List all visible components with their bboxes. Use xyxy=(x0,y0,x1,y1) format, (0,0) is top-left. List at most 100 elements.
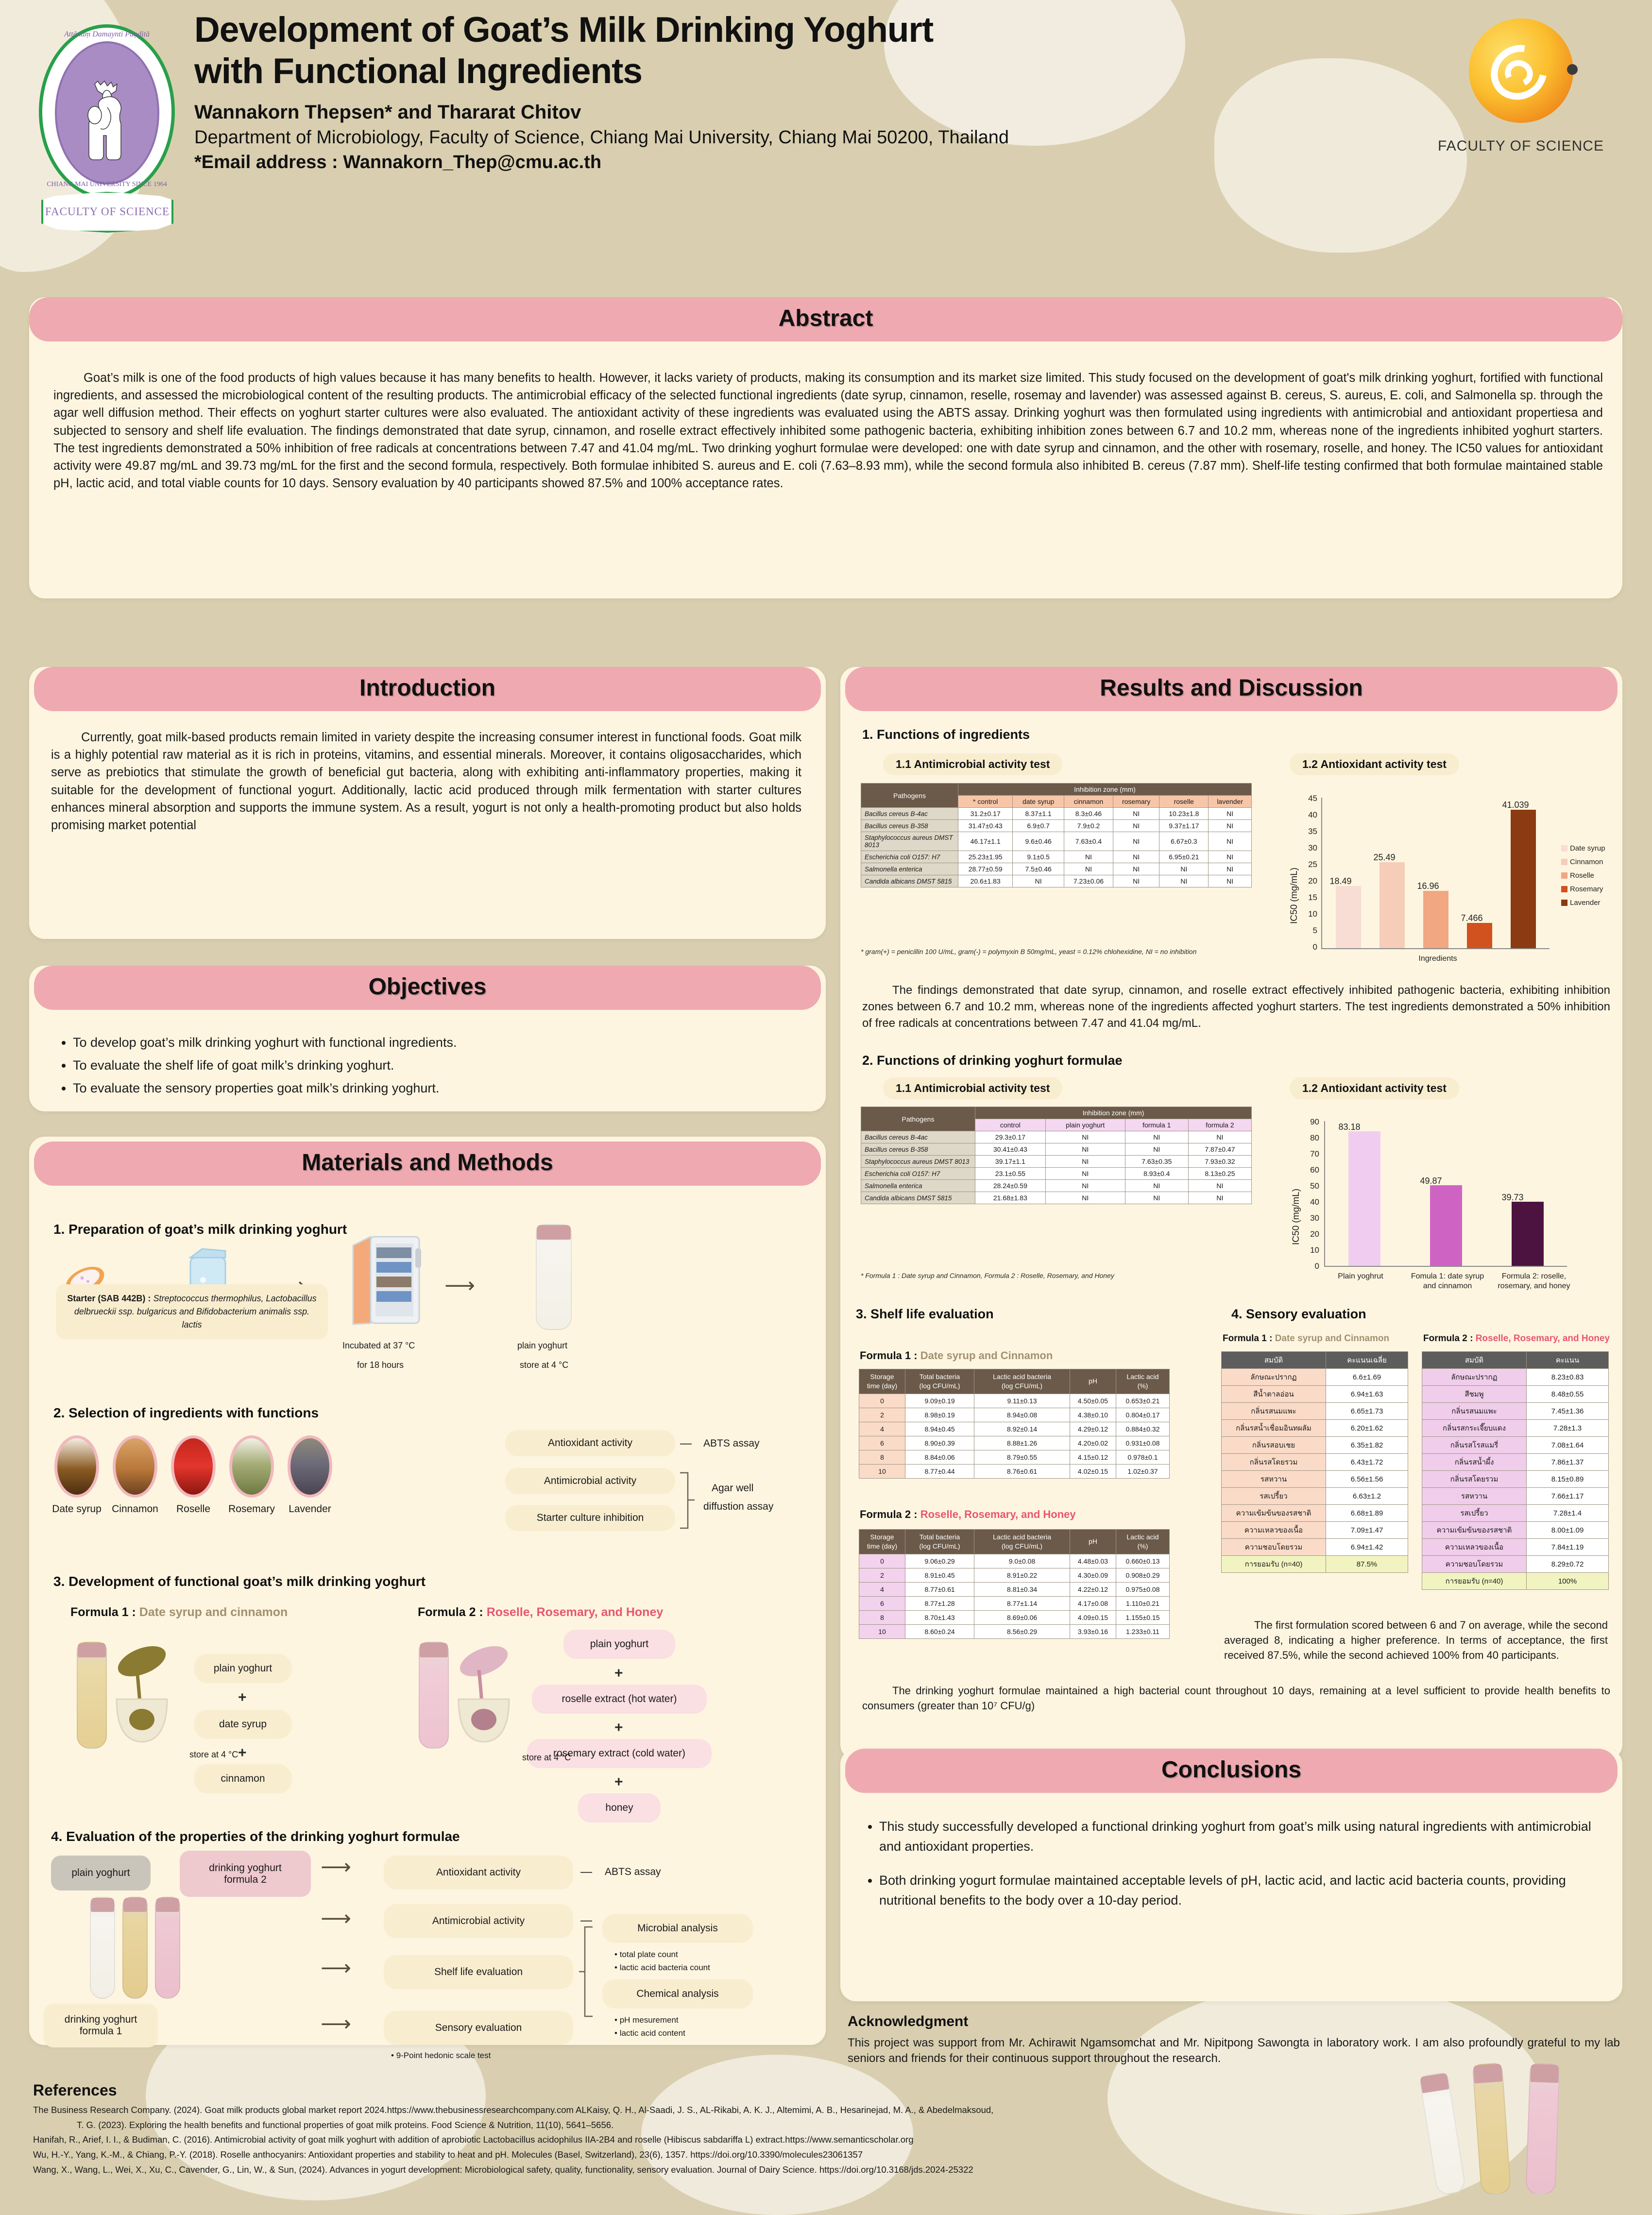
table-row: รสเปรี้ยว 7.28±1.4 xyxy=(1422,1504,1609,1522)
row-name: Staphylococcus aureus DMST 8013 xyxy=(861,832,958,851)
eval-shelf-life-pill: Shelf life evaluation xyxy=(384,1955,573,1989)
col-attribute: สมบัติ xyxy=(1422,1351,1527,1369)
acknowledgment-text: This project was support from Mr. Achira… xyxy=(848,2036,1620,2065)
hdr-logcfu2: (log CFU/mL) xyxy=(1002,1542,1043,1550)
score: 7.45±1.36 xyxy=(1526,1402,1609,1420)
sun-circle-icon xyxy=(1469,18,1573,123)
cell: 8.13±0.25 xyxy=(1188,1167,1252,1180)
pill-antioxidant-activity: Antioxidant activity xyxy=(505,1430,675,1456)
cell: 31.2±0.17 xyxy=(957,807,1013,820)
cell: NI xyxy=(1045,1179,1125,1192)
table-header-row: Storage time (day) Total bacteria (log CFU… xyxy=(859,1369,1170,1394)
table-row: กลิ่นรสนมแพะ 6.65±1.73 xyxy=(1221,1402,1408,1420)
introduction-card xyxy=(29,667,826,939)
col-date-syrup: date syrup xyxy=(1012,795,1064,808)
sensory-formula-1-tag: Formula 1 : Date syrup and Cinnamon xyxy=(1223,1333,1389,1344)
poster-title-line1: Development of Goat’s Milk Drinking Yogh… xyxy=(194,10,934,50)
table-row: Candida albicans DMST 5815 20.6±1.83 NI 7.2… xyxy=(861,875,1252,887)
col-cinnamon: cinnamon xyxy=(1063,795,1113,808)
materials-methods-heading: Materials and Methods xyxy=(34,1142,821,1186)
cell: 39.17±1.1 xyxy=(975,1155,1046,1168)
col-total-bacteria: Total bacteria (log CFU/mL) xyxy=(904,1369,975,1394)
total-plate-count-label: total plate count xyxy=(619,1950,678,1959)
cell: NI xyxy=(1112,863,1160,875)
starter-culture-box: Starter (SAB 442B) : Streptococcus therm… xyxy=(56,1284,328,1339)
plain-yoghurt-line2: store at 4 °C xyxy=(520,1360,569,1370)
results-section-3-title: 3. Shelf life evaluation xyxy=(856,1307,994,1321)
table-row: กลิ่นรสโดยรวม 8.15±0.89 xyxy=(1422,1470,1609,1488)
bar-label-date-syrup: 18.49 xyxy=(1329,876,1352,886)
f2-step-plain-yoghurt: plain yoghurt xyxy=(563,1630,675,1659)
row-name: Bacillus cereus B-4ac xyxy=(861,1131,975,1143)
ingredient-image-roselle xyxy=(171,1435,216,1498)
chart-antioxidant-formulae: IC50 (mg/mL) 90 80 70 60 50 40 30 20 10 … xyxy=(1282,1107,1613,1301)
attribute: กลิ่นรสอบเชย xyxy=(1221,1436,1326,1454)
formula-2-bottle xyxy=(419,1642,449,1749)
chart1-x-axis-label: Ingredients xyxy=(1418,954,1457,963)
list-item: • lactic acid content xyxy=(614,2028,685,2038)
chart2-ytick: 70 xyxy=(1310,1149,1319,1159)
table-note-1: * gram(+) = penicillin 100 U/mL, gram(-)… xyxy=(861,948,1197,955)
list-item: • pH mesurement xyxy=(614,2015,679,2025)
cell: 7.5±0.46 xyxy=(1012,863,1064,875)
cell: 4.29±0.12 xyxy=(1070,1421,1116,1436)
shelf-f2-label: Formula 2 : xyxy=(860,1508,918,1520)
formula-1-bottle xyxy=(77,1642,107,1749)
legend-swatch-roselle xyxy=(1561,872,1567,879)
table-row: Staphylococcus aureus DMST 8013 46.17±1.1… xyxy=(861,832,1252,851)
sensory-f1-label: Formula 1 : xyxy=(1223,1333,1273,1344)
attribute: กลิ่นรสน้ำเชื่อมอินทผลัม xyxy=(1221,1419,1326,1437)
cell: 4.09±0.15 xyxy=(1070,1610,1116,1625)
bottle-cap-icon xyxy=(1473,2063,1503,2084)
legend-swatch-date-syrup xyxy=(1561,845,1567,852)
table-row: ความเหลวของเนื้อ 7.09±1.47 xyxy=(1221,1521,1408,1539)
cell: 4.15±0.12 xyxy=(1070,1449,1116,1465)
plus-f1-2: + xyxy=(238,1745,247,1761)
eval-sensory-pill: Sensory evaluation xyxy=(384,2011,573,2045)
arrow-icon-eval-1: ⟶ xyxy=(321,1855,352,1879)
col-ph: pH xyxy=(1070,1529,1116,1554)
incubation-line2: for 18 hours xyxy=(357,1360,404,1370)
eval-chemical-bullets: • pH mesurement • lactic acid content xyxy=(614,2013,685,2040)
cell: 8.84±0.06 xyxy=(904,1449,975,1465)
arrow-icon-2: ⟶ xyxy=(444,1274,476,1297)
conclusions-heading: Conclusions xyxy=(845,1749,1618,1793)
chart1-ytick: 25 xyxy=(1308,860,1317,869)
cell: 28.24±0.59 xyxy=(975,1179,1046,1192)
table-row: 4 8.94±0.45 8.92±0.14 4.29±0.12 0.884±0.32 xyxy=(859,1421,1170,1436)
cell-day: 2 xyxy=(859,1407,905,1422)
table-row-acceptance: การยอมรับ (n=40) 87.5% xyxy=(1221,1555,1408,1573)
sensory-paragraph: The first formulation scored between 6 a… xyxy=(1224,1619,1608,1662)
cell: NI xyxy=(1045,1143,1125,1156)
email-address: *Email address : Wannakorn_Thep@cmu.ac.t… xyxy=(194,152,602,173)
col-formula-1: formula 1 xyxy=(1124,1119,1189,1131)
row-name: Escherichia coli O157: H7 xyxy=(861,1167,975,1180)
plus-f2-1: + xyxy=(614,1665,623,1681)
table-row: ความเข้มข้นของรสชาติ 6.68±1.89 xyxy=(1221,1504,1408,1522)
cell: NI xyxy=(1208,832,1252,851)
poster-title-line2: with Functional Ingredients xyxy=(194,51,643,91)
cell: 8.81±0.34 xyxy=(974,1582,1070,1597)
cell: 8.77±1.14 xyxy=(974,1596,1070,1611)
table-row: รสเปรี้ยว 6.63±1.2 xyxy=(1221,1487,1408,1505)
score: 6.63±1.2 xyxy=(1326,1487,1408,1505)
abstract-card xyxy=(29,297,1622,598)
hdr-percent: (%) xyxy=(1137,1542,1148,1550)
attribute: ความเข้มข้นของรสชาติ xyxy=(1422,1521,1527,1539)
cell: 0.884±0.32 xyxy=(1116,1421,1170,1436)
legend-swatch-lavender xyxy=(1561,900,1567,906)
table-row: ความชอบโดยรวม 8.29±0.72 xyxy=(1422,1555,1609,1573)
cell-day: 8 xyxy=(859,1449,905,1465)
formula-2-name: Roselle, Rosemary, and Honey xyxy=(486,1605,664,1619)
shelf-formula-1-tag: Formula 1 : Date syrup and Cinnamon xyxy=(860,1349,1053,1362)
eval-microbial-bullets: • total plate count • lactic acid bacter… xyxy=(614,1948,710,1974)
cell: 20.6±1.83 xyxy=(957,875,1013,887)
materials-section-2-title: 2. Selection of ingredients with functio… xyxy=(53,1405,319,1420)
chart2-plot-area xyxy=(1324,1121,1567,1267)
eval-f2-line1: drinking yoghurt xyxy=(209,1862,282,1874)
eval-f1-line1: drinking yoghurt xyxy=(64,2014,137,2025)
col-ph: pH xyxy=(1070,1369,1116,1394)
eval-microbial-pill: Microbial analysis xyxy=(602,1914,753,1943)
materials-section-4-title: 4. Evaluation of the properties of the d… xyxy=(51,1829,460,1844)
hdr-total-bacteria: Total bacteria xyxy=(919,1533,960,1541)
